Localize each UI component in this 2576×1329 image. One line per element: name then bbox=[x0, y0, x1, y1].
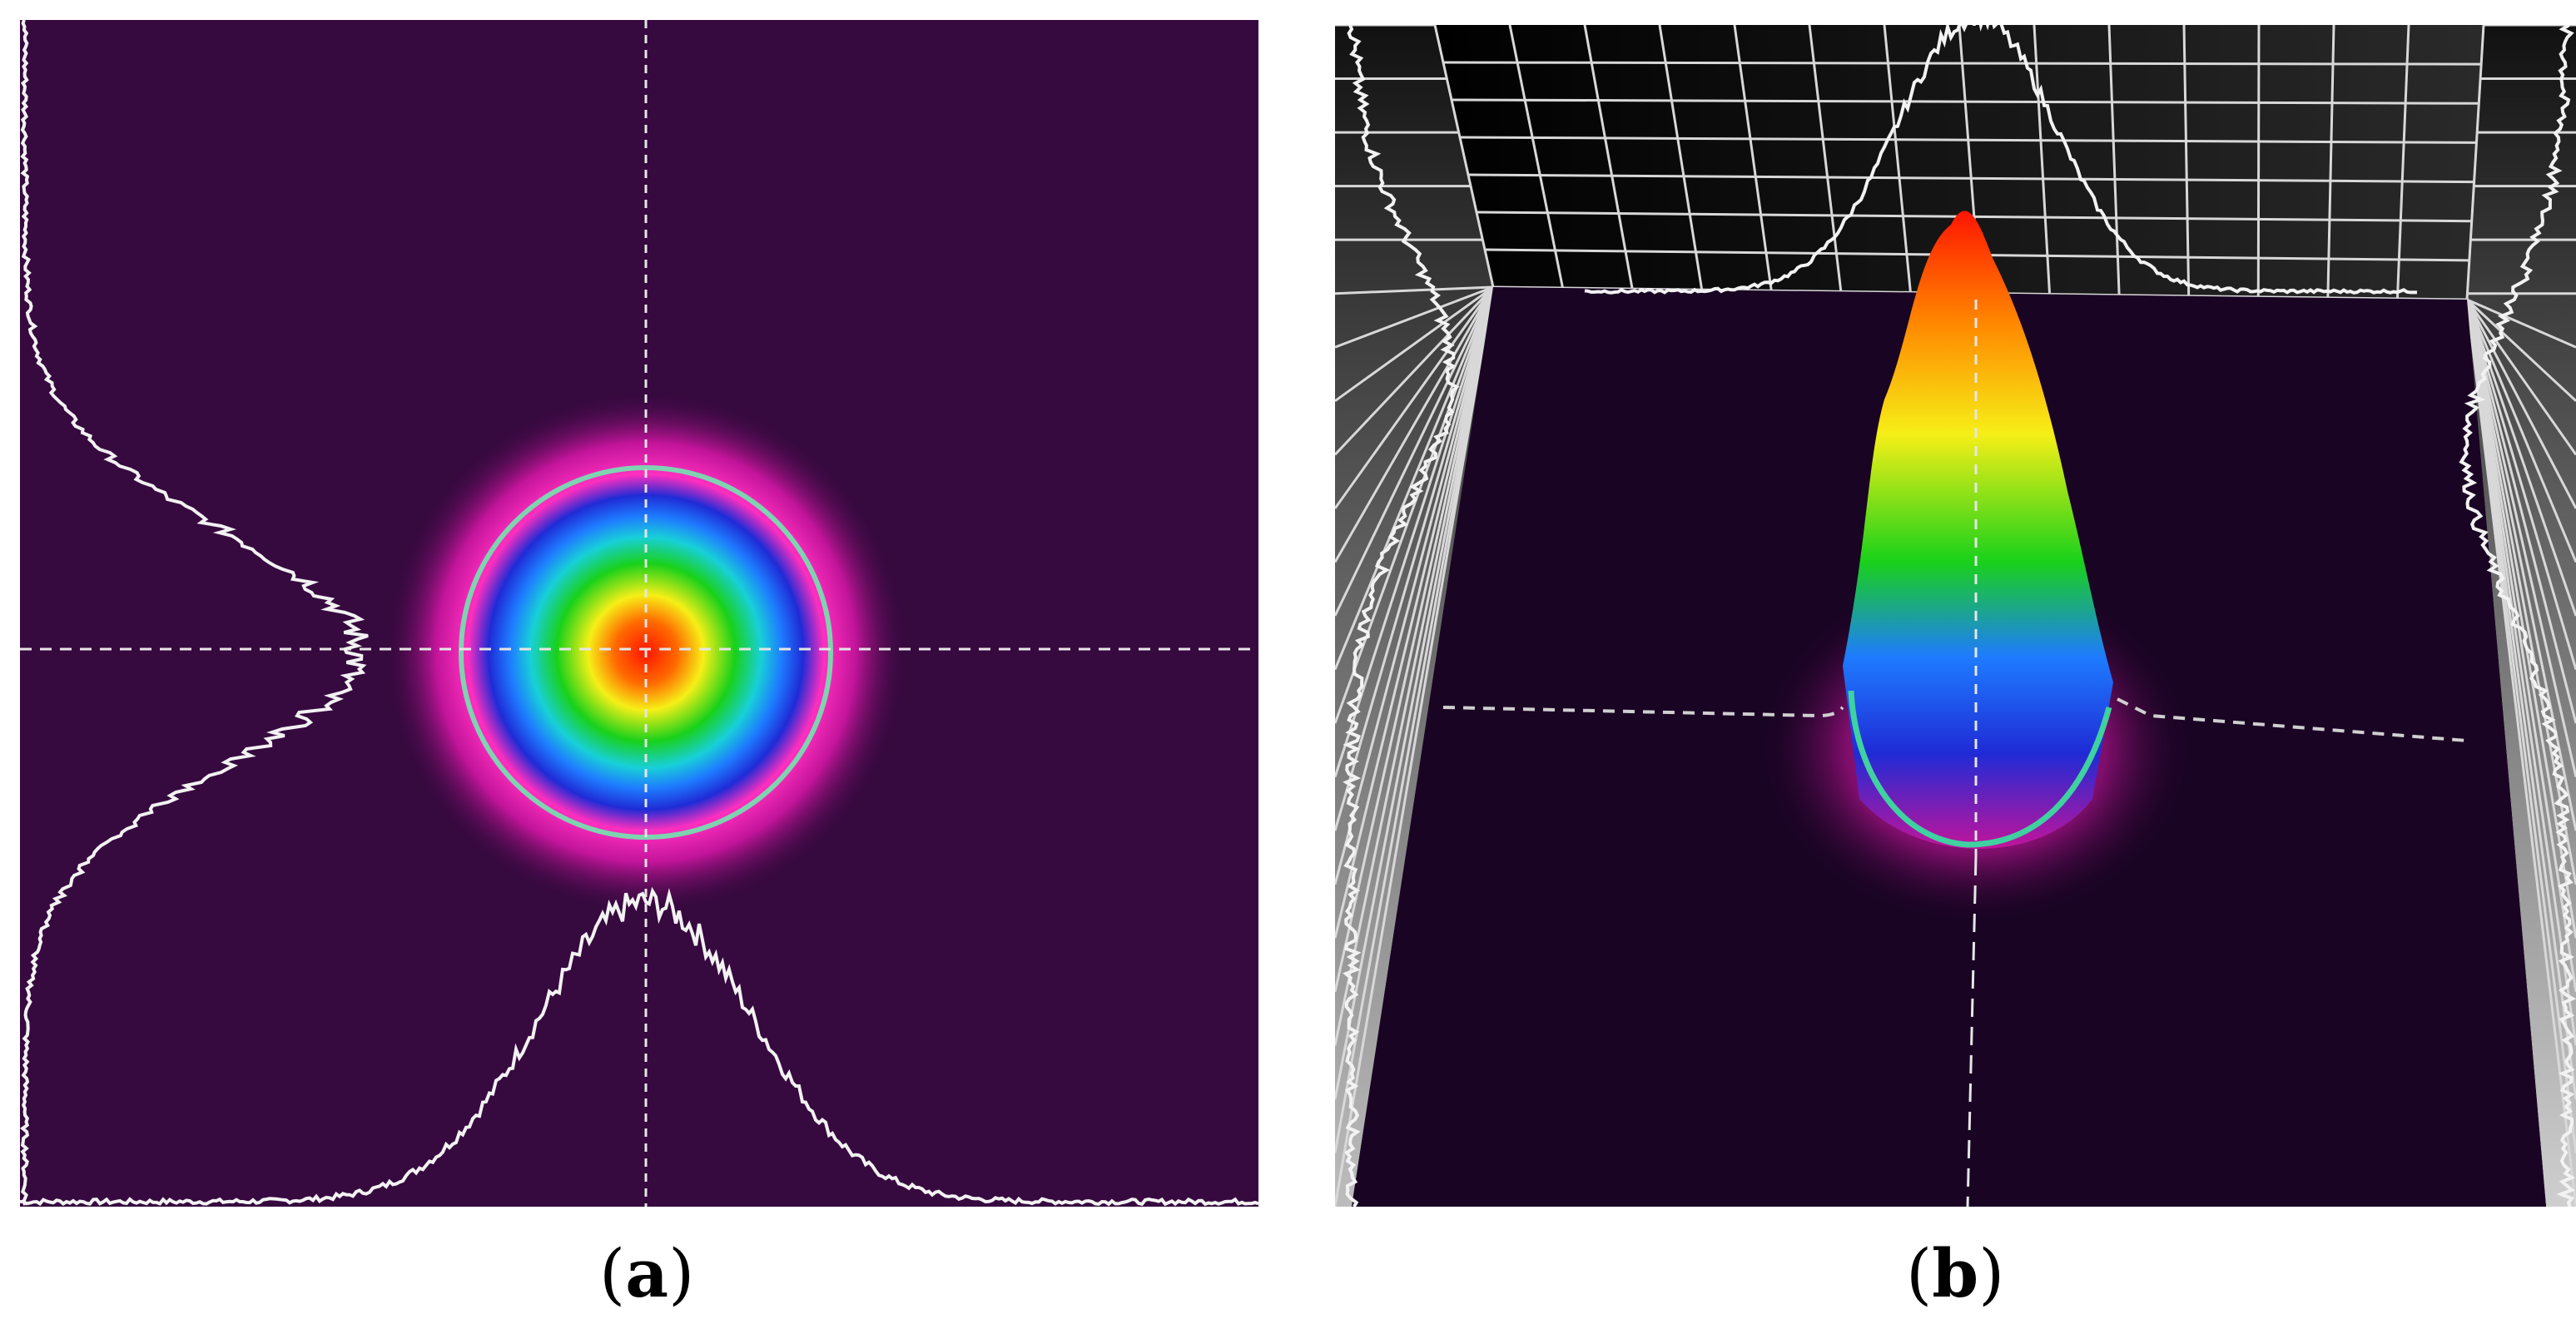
grid-line bbox=[1335, 286, 1495, 1153]
grid-line bbox=[1335, 285, 1494, 349]
grid-line bbox=[1335, 286, 1495, 993]
grid-line bbox=[1442, 61, 2482, 66]
grid-line bbox=[1467, 173, 2474, 184]
beam-profile-3d-panel bbox=[1335, 25, 2576, 1207]
grid-line bbox=[1335, 286, 1495, 563]
beam-fit-contour bbox=[1848, 690, 2112, 848]
grid-line bbox=[1658, 25, 1704, 290]
grid-line bbox=[2465, 299, 2576, 1207]
back-wall bbox=[1435, 25, 2484, 300]
grid-line bbox=[1335, 286, 1495, 617]
floor-crosshair-left bbox=[1442, 706, 1844, 718]
grid-line bbox=[1583, 25, 1634, 290]
grid-line bbox=[1335, 286, 1495, 1046]
grid-line bbox=[1335, 286, 1495, 939]
grid-line bbox=[1335, 286, 1495, 1207]
back-wall-intensity-profile bbox=[1584, 25, 2418, 295]
grid-line bbox=[1733, 25, 1773, 291]
panel-a-caption: (a) bbox=[599, 1234, 695, 1312]
grid-line bbox=[2465, 299, 2576, 563]
grid-line bbox=[1459, 136, 2477, 144]
grid-line bbox=[2395, 25, 2410, 299]
grid-line bbox=[2465, 299, 2576, 456]
horizontal-intensity-profile bbox=[20, 886, 1258, 1207]
grid-line bbox=[1335, 285, 1494, 295]
grid-line bbox=[2466, 298, 2576, 349]
grid-line bbox=[1335, 285, 1494, 403]
grid-line bbox=[2326, 25, 2335, 298]
beam-peak-surface bbox=[1843, 211, 2113, 849]
grid-line bbox=[1451, 98, 2479, 105]
beam-profile-2d-image bbox=[20, 20, 1258, 1207]
floor-crosshair-right bbox=[2117, 697, 2468, 742]
grid-line bbox=[1335, 286, 1495, 724]
grid-line bbox=[2256, 25, 2261, 297]
grid-line bbox=[1476, 211, 2472, 223]
left-wall-intensity-profile bbox=[1343, 25, 1460, 1207]
beam-profile-2d-panel bbox=[20, 20, 1258, 1207]
grid-line bbox=[2465, 25, 2485, 300]
grid-line bbox=[2465, 299, 2576, 509]
grid-line bbox=[1335, 286, 1495, 1100]
grid-line bbox=[1335, 286, 1495, 831]
grid-line bbox=[2465, 298, 2576, 402]
beam-profile-3d-image bbox=[1335, 25, 2576, 1207]
grid-line bbox=[1433, 25, 1495, 288]
grid-line bbox=[2182, 25, 2191, 296]
panel-b-caption: (b) bbox=[1906, 1234, 2005, 1312]
grid-line bbox=[1335, 286, 1495, 671]
grid-line bbox=[1335, 285, 1495, 456]
grid-line bbox=[1808, 25, 1843, 292]
grid-line bbox=[2465, 299, 2576, 670]
grid-line bbox=[1508, 25, 1565, 289]
floor-crosshair-front bbox=[1966, 856, 1978, 1207]
grid-line bbox=[1883, 25, 1912, 293]
grid-line bbox=[1335, 286, 1495, 509]
grid-line bbox=[2465, 299, 2576, 831]
vertical-intensity-profile bbox=[20, 20, 369, 1206]
right-wall-intensity-profile bbox=[2459, 25, 2576, 1207]
grid-line bbox=[2465, 299, 2576, 993]
grid-line bbox=[2107, 25, 2121, 295]
grid-line bbox=[1335, 286, 1495, 885]
grid-line bbox=[2033, 25, 2052, 295]
